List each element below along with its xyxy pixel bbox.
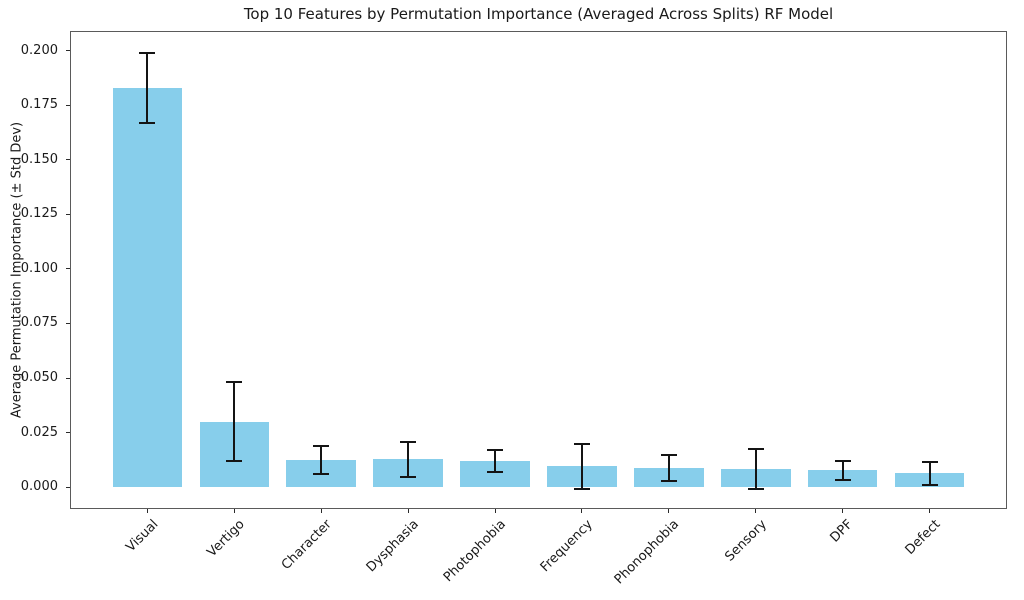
error-bar-cap <box>834 478 851 481</box>
error-bar-cap <box>834 459 851 462</box>
error-bar-cap <box>747 447 764 450</box>
error-bar-cap <box>660 454 677 457</box>
y-tick-label: 0.100 <box>20 260 58 276</box>
error-bar-line <box>146 52 149 123</box>
error-bar-line <box>494 449 497 473</box>
error-bar-cap <box>139 121 156 124</box>
error-bar-cap <box>313 472 330 475</box>
error-bar-line <box>667 455 670 482</box>
error-bar-cap <box>400 440 417 443</box>
error-bar-cap <box>573 487 590 490</box>
x-tick-mark <box>233 509 235 513</box>
error-bar-cap <box>226 381 243 384</box>
y-tick-mark <box>66 322 70 324</box>
x-tick-label: Sensory <box>721 517 770 565</box>
chart-title: Top 10 Features by Permutation Importanc… <box>243 5 834 23</box>
bar-visual <box>112 87 183 488</box>
x-tick-mark <box>929 509 931 513</box>
y-tick-label: 0.000 <box>20 479 58 495</box>
y-tick-mark <box>66 377 70 379</box>
x-tick-mark <box>842 509 844 513</box>
y-tick-mark <box>66 432 70 434</box>
error-bar-cap <box>487 448 504 451</box>
error-bar-cap <box>921 460 938 463</box>
y-tick-mark <box>66 486 70 488</box>
x-tick-label: Defect <box>902 517 944 558</box>
x-tick-mark <box>581 509 583 513</box>
error-bar-cap <box>400 475 417 478</box>
y-tick-label: 0.125 <box>20 206 58 222</box>
y-tick-mark <box>66 213 70 215</box>
y-tick-label: 0.150 <box>20 151 58 167</box>
error-bar-cap <box>921 483 938 486</box>
x-tick-label: DPF <box>827 517 857 546</box>
y-tick-mark <box>66 159 70 161</box>
y-tick-mark <box>66 268 70 270</box>
y-tick-mark <box>66 50 70 52</box>
x-tick-label: Phonophobia <box>612 517 683 588</box>
x-tick-mark <box>320 509 322 513</box>
error-bar-line <box>754 448 757 490</box>
x-tick-mark <box>755 509 757 513</box>
error-bar-cap <box>747 488 764 491</box>
error-bar-cap <box>487 471 504 474</box>
error-bar-line <box>928 461 931 485</box>
x-tick-label: Photophobia <box>440 517 509 586</box>
y-tick-label: 0.075 <box>20 315 58 331</box>
x-tick-mark <box>407 509 409 513</box>
x-tick-label: Vertigo <box>204 517 248 561</box>
x-tick-mark <box>668 509 670 513</box>
y-tick-mark <box>66 104 70 106</box>
x-tick-label: Visual <box>122 517 161 556</box>
y-tick-label: 0.050 <box>20 370 58 386</box>
error-bar-line <box>580 443 583 489</box>
error-bar-line <box>841 460 844 480</box>
error-bar-cap <box>139 51 156 54</box>
error-bar-line <box>320 446 323 474</box>
error-bar-cap <box>313 445 330 448</box>
x-tick-label: Character <box>278 517 335 573</box>
x-tick-mark <box>494 509 496 513</box>
y-tick-label: 0.025 <box>20 424 58 440</box>
error-bar-line <box>233 382 236 461</box>
y-tick-label: 0.175 <box>20 97 58 113</box>
error-bar-cap <box>660 480 677 483</box>
error-bar-cap <box>573 442 590 445</box>
x-tick-label: Frequency <box>537 517 596 576</box>
x-tick-mark <box>146 509 148 513</box>
error-bar-line <box>407 441 410 477</box>
y-tick-label: 0.200 <box>20 42 58 58</box>
x-tick-label: Dysphasia <box>363 517 422 576</box>
error-bar-cap <box>226 459 243 462</box>
